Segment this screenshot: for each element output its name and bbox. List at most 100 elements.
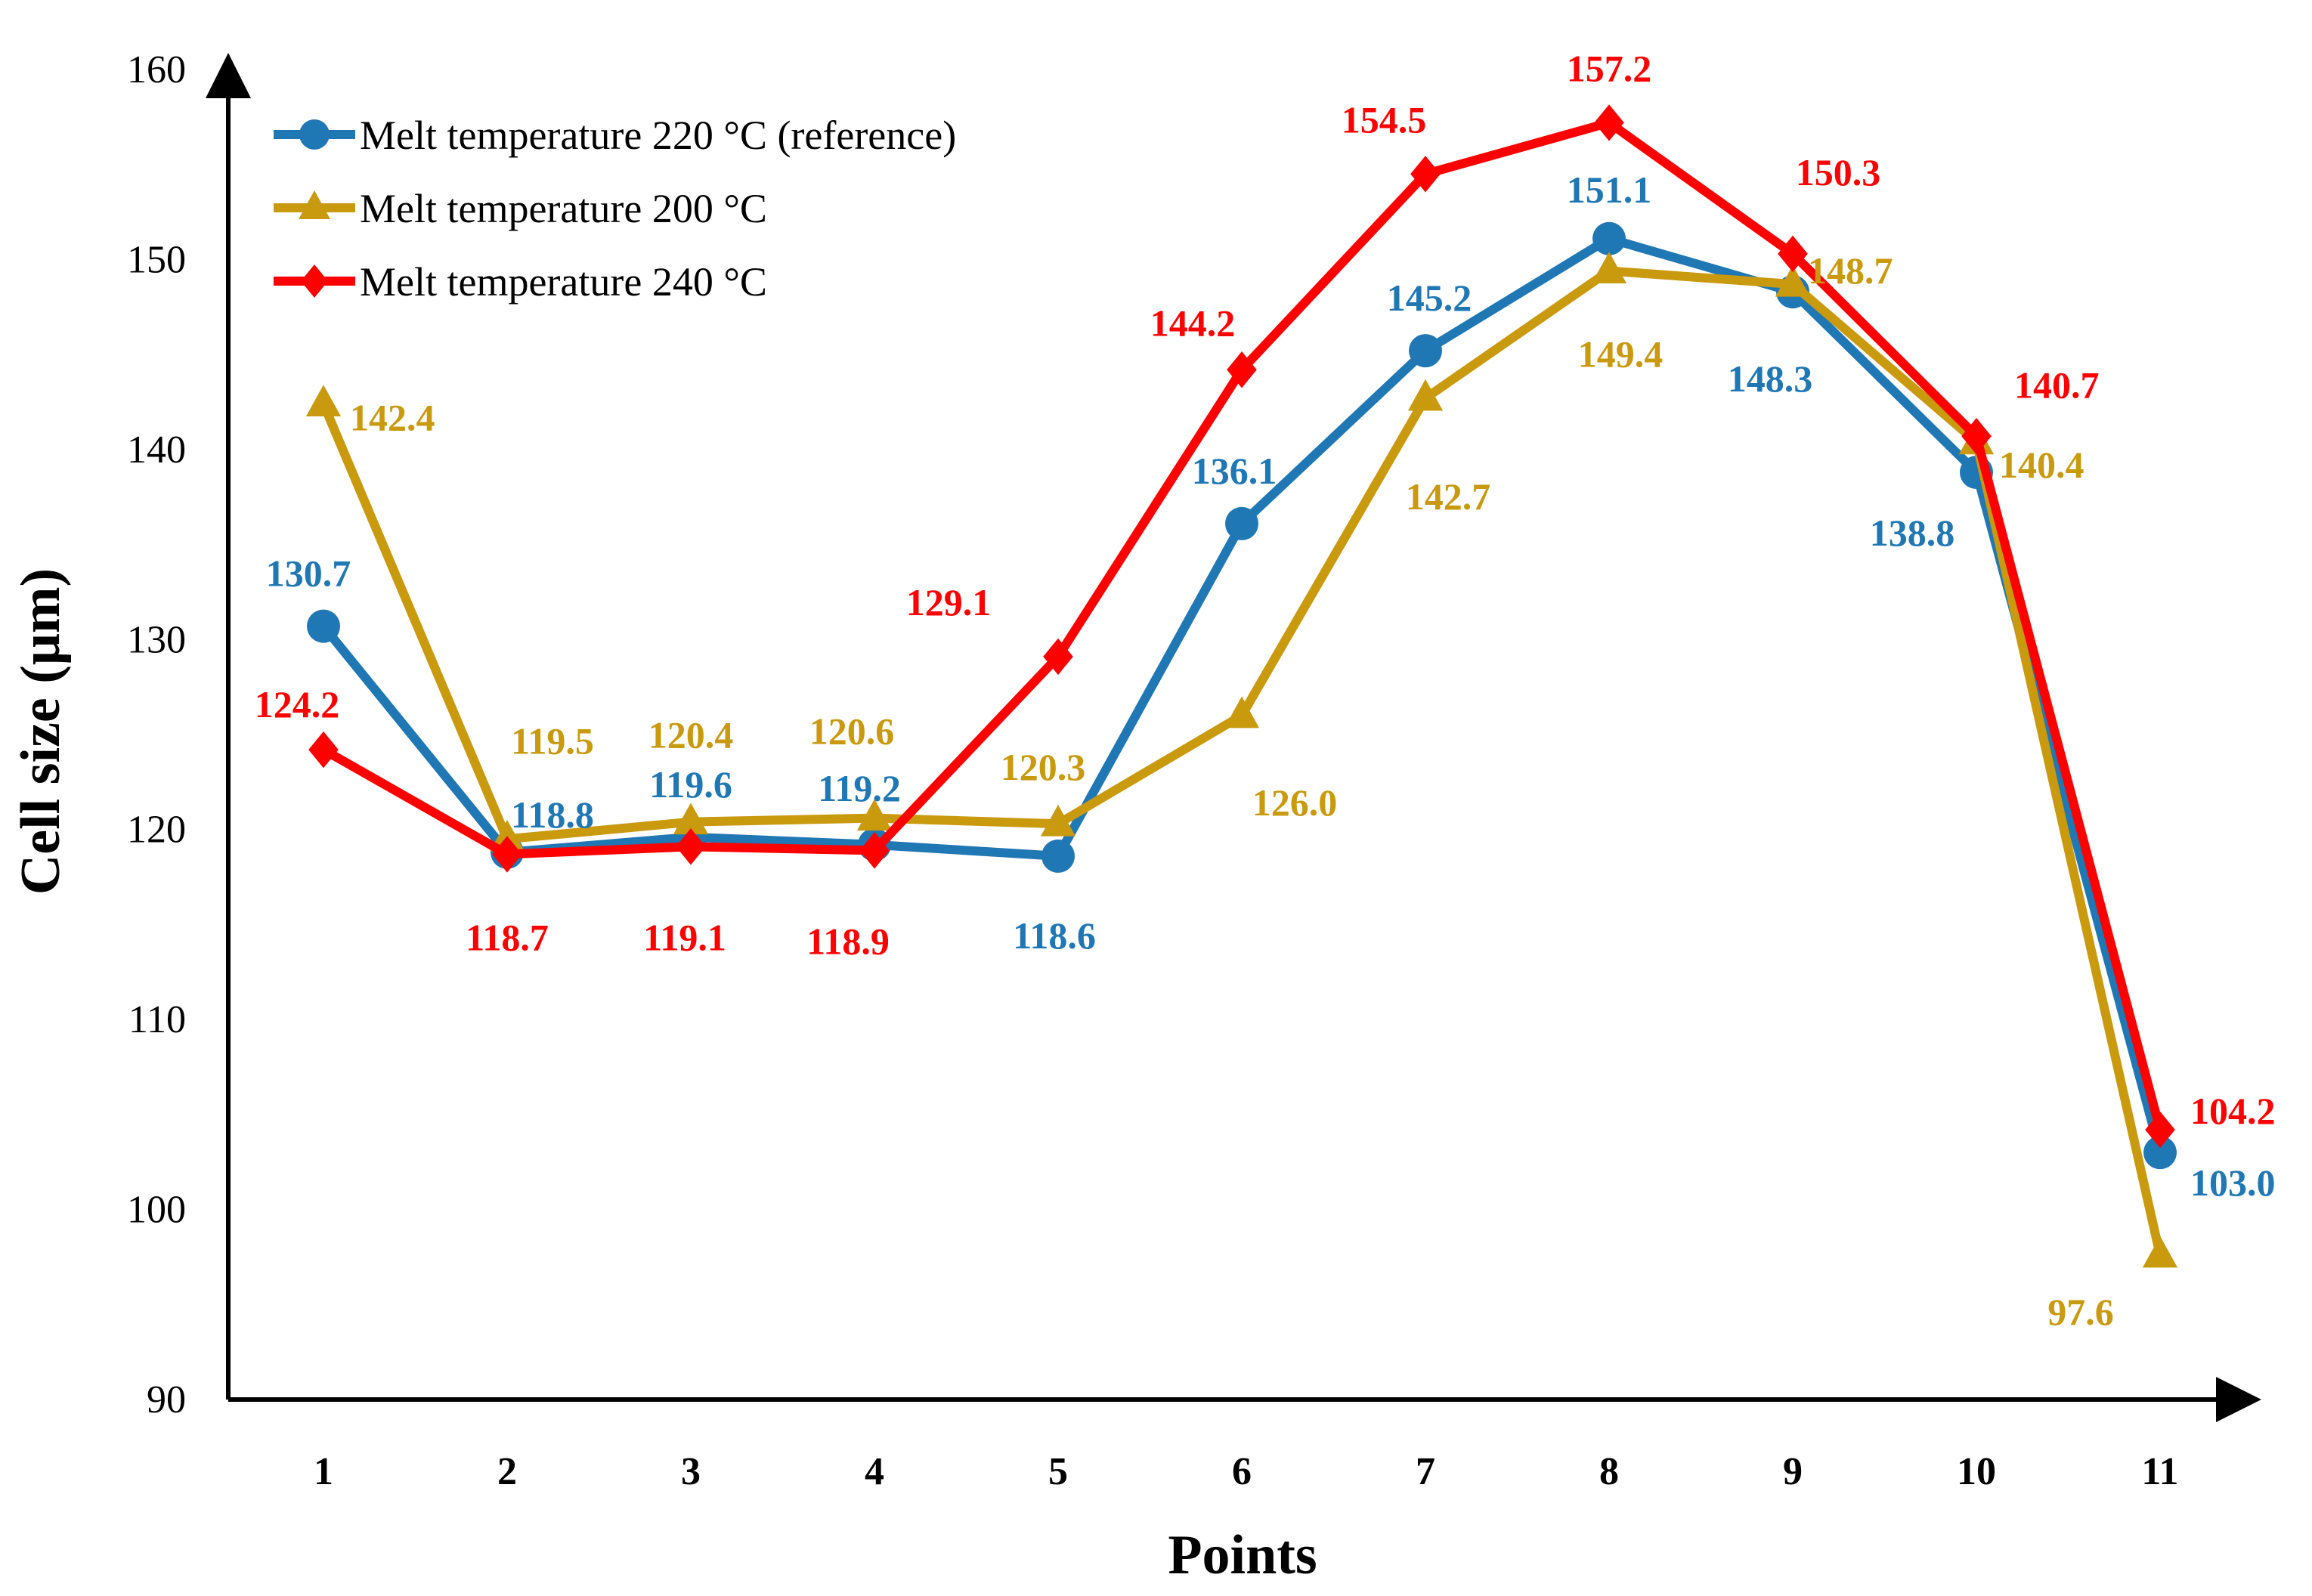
legend: Melt temperature 220 °C (reference) Melt … <box>274 113 956 305</box>
x-tick-label: 5 <box>1048 1450 1068 1493</box>
x-tick-label: 8 <box>1599 1450 1619 1493</box>
data-label: 126.0 <box>1252 781 1338 824</box>
data-point <box>1224 696 1260 728</box>
data-label: 120.3 <box>1001 746 1086 788</box>
data-label: 144.2 <box>1150 302 1236 344</box>
x-tick-label: 11 <box>2141 1450 2178 1493</box>
legend-label: Melt temperature 240 °C <box>360 259 767 305</box>
data-label: 129.1 <box>906 581 992 623</box>
data-label: 118.9 <box>806 920 890 962</box>
data-label: 103.0 <box>2190 1161 2276 1204</box>
data-label: 140.4 <box>1999 444 2085 486</box>
data-point <box>492 836 522 873</box>
data-label: 130.7 <box>266 552 351 595</box>
y-tick-label: 100 <box>127 1189 186 1232</box>
data-label: 120.6 <box>809 710 895 753</box>
data-labels: 130.7 118.8 119.6 119.2 118.6 136.1 145.2 151.1… <box>255 47 2276 1333</box>
legend-marker <box>301 264 328 298</box>
data-point <box>856 799 893 831</box>
legend-item-3: Melt temperature 240 °C <box>274 259 767 305</box>
y-tick-label: 90 <box>147 1378 186 1421</box>
legend-label: Melt temperature 220 °C (reference) <box>360 113 956 158</box>
legend-marker <box>299 119 330 150</box>
data-label: 118.8 <box>511 793 594 836</box>
data-point <box>1040 804 1076 837</box>
data-point <box>1775 264 1811 297</box>
data-label: 118.6 <box>1013 914 1096 957</box>
data-point <box>305 385 342 417</box>
x-axis-title: Points <box>1168 1524 1317 1586</box>
data-label: 104.2 <box>2190 1090 2276 1132</box>
y-tick-label: 150 <box>127 238 186 281</box>
data-label: 142.4 <box>350 397 435 439</box>
legend-label: Melt temperature 200 °C <box>360 186 767 231</box>
y-tick-label: 120 <box>127 809 186 852</box>
data-point <box>489 819 525 852</box>
data-label: 151.1 <box>1567 169 1652 211</box>
series-layer <box>305 104 2178 1268</box>
data-label: 148.7 <box>1808 249 1893 292</box>
data-label: 148.3 <box>1728 357 1813 400</box>
x-tick-label: 4 <box>865 1450 884 1493</box>
x-tick-label: 10 <box>1957 1450 1996 1493</box>
series-3 <box>308 104 2175 1149</box>
data-label: 124.2 <box>255 683 340 725</box>
data-point <box>1407 379 1444 411</box>
data-label: 149.4 <box>1578 333 1664 376</box>
data-point <box>1409 334 1442 368</box>
data-point <box>307 609 340 643</box>
data-label: 154.5 <box>1342 98 1427 141</box>
y-tick-labels: 90 100 110 120 130 140 150 160 <box>127 48 186 1421</box>
legend-item-2: Melt temperature 200 °C <box>274 186 767 231</box>
data-label: 145.2 <box>1387 277 1472 319</box>
data-point <box>1591 252 1627 284</box>
x-tick-label: 1 <box>314 1450 333 1493</box>
x-tick-label: 7 <box>1416 1450 1435 1493</box>
axes <box>206 53 2261 1422</box>
data-label: 97.6 <box>2047 1291 2114 1333</box>
data-label: 119.6 <box>649 763 732 806</box>
y-tick-label: 140 <box>127 428 186 472</box>
data-point <box>2142 1236 2178 1268</box>
data-label: 138.8 <box>1870 512 1955 554</box>
series-2 <box>305 252 2178 1268</box>
data-label: 119.1 <box>643 916 726 958</box>
data-label: 119.2 <box>818 767 901 809</box>
x-tick-label: 2 <box>497 1450 517 1493</box>
data-label: 142.7 <box>1406 475 1491 518</box>
data-label: 150.3 <box>1796 151 1881 193</box>
data-point <box>859 832 890 869</box>
data-point <box>673 803 709 835</box>
data-label: 157.2 <box>1567 47 1652 89</box>
data-point <box>2145 1111 2175 1149</box>
data-label: 136.1 <box>1192 450 1277 492</box>
data-point <box>1225 506 1258 540</box>
y-axis-title: Cell size (μm) <box>10 568 72 895</box>
data-point <box>676 828 706 865</box>
x-tick-labels: 1 2 3 4 5 6 7 8 9 10 11 <box>314 1450 2179 1493</box>
y-tick-label: 110 <box>128 998 186 1041</box>
legend-marker <box>299 190 330 219</box>
data-point <box>2143 1136 2177 1170</box>
data-point <box>1594 104 1624 141</box>
x-tick-label: 3 <box>681 1450 701 1493</box>
data-label: 120.4 <box>648 714 734 756</box>
data-point <box>1041 839 1075 873</box>
y-tick-label: 130 <box>127 618 186 661</box>
x-tick-label: 6 <box>1232 1450 1252 1493</box>
data-point <box>1778 235 1808 273</box>
data-point <box>1410 156 1441 193</box>
data-point <box>1043 638 1073 676</box>
data-point <box>1961 418 1992 455</box>
legend-item-1: Melt temperature 220 °C (reference) <box>274 113 956 158</box>
x-tick-label: 9 <box>1783 1450 1803 1493</box>
data-label: 140.7 <box>2014 363 2100 406</box>
data-point <box>1592 221 1626 255</box>
data-label: 118.7 <box>466 916 549 958</box>
series-line <box>319 266 2165 1257</box>
y-tick-label: 160 <box>127 48 186 91</box>
data-label: 119.5 <box>511 719 594 762</box>
data-point <box>1227 351 1257 388</box>
data-point <box>308 731 339 769</box>
